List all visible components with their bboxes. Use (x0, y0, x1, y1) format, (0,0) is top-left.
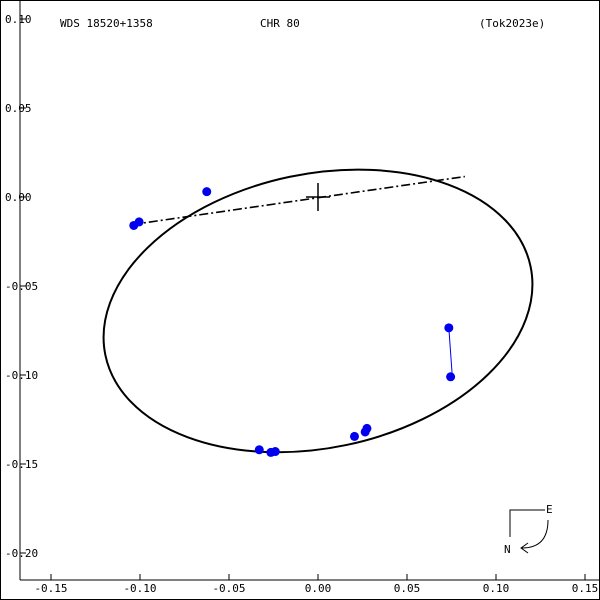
compass-east-arm (509, 509, 545, 537)
y-tick-label: -0.15 (5, 458, 38, 471)
header-reference: (Tok2023e) (479, 17, 545, 30)
x-tick-label: 0.15 (572, 582, 599, 595)
observation-point (202, 187, 212, 197)
observation-point (444, 323, 454, 333)
observation-point (446, 372, 456, 382)
header-discoverer: CHR 80 (260, 17, 300, 30)
x-tick-label: -0.10 (123, 582, 156, 595)
y-tick-label: 0.00 (5, 191, 32, 204)
y-tick-label: -0.05 (5, 280, 38, 293)
x-tick-label: -0.05 (212, 582, 245, 595)
observation-point (134, 217, 144, 227)
y-tick-label: 0.05 (5, 102, 32, 115)
y-tick-label: -0.20 (5, 547, 38, 560)
residual-line (448, 327, 453, 378)
x-tick-label: 0.10 (483, 582, 510, 595)
observation-point (270, 447, 280, 457)
compass-arrow-head (520, 542, 529, 554)
orbit-layer (102, 168, 534, 454)
observation-point (254, 445, 264, 455)
observations-layer (129, 187, 456, 457)
x-tick-label: -0.15 (34, 582, 67, 595)
compass-rotation-arrow (521, 519, 549, 549)
line-of-nodes (131, 175, 465, 226)
x-tick-label: 0.05 (394, 582, 421, 595)
y-tick-label: -0.10 (5, 369, 38, 382)
compass: E N (504, 503, 553, 556)
compass-north-label: N (504, 543, 511, 556)
compass-east-label: E (546, 503, 553, 516)
x-tick-label: 0.00 (305, 582, 332, 595)
y-tick-label: 0.10 (5, 13, 32, 26)
observation-point (349, 431, 359, 441)
orbit-ellipse (102, 168, 534, 454)
observation-point (362, 423, 372, 433)
header-star-id: WDS 18520+1358 (60, 17, 153, 30)
